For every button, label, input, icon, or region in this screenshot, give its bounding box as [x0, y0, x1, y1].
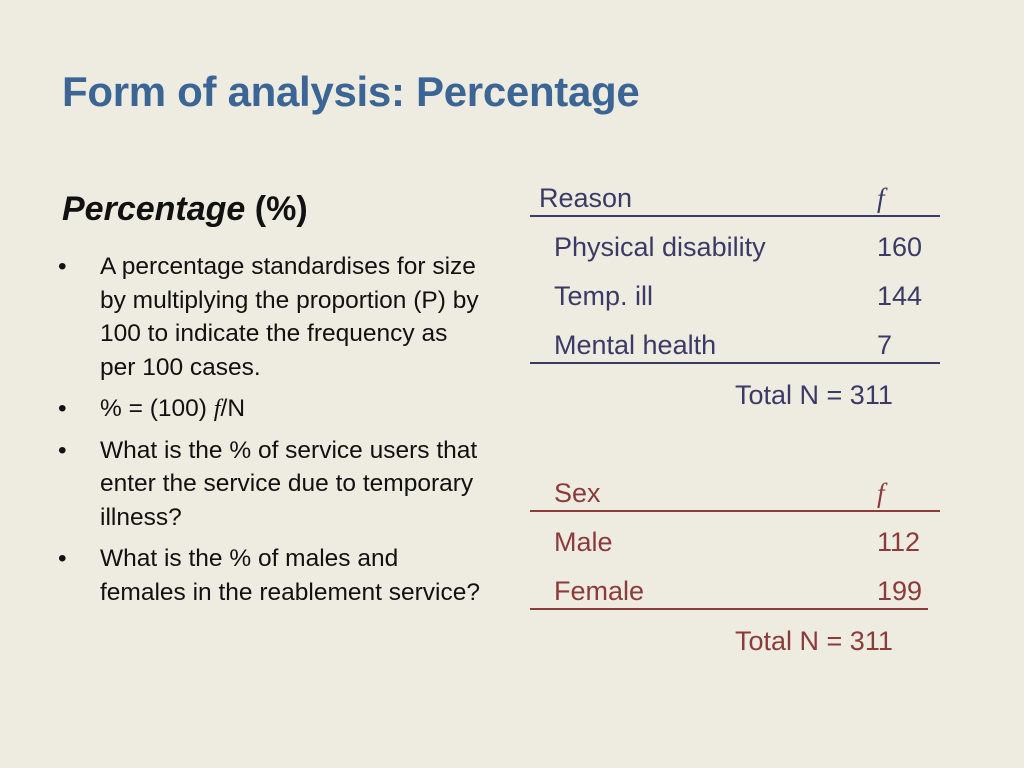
header-label: Sex [554, 478, 601, 508]
row-value: 144 [877, 281, 923, 311]
bullet-icon: • [58, 395, 67, 422]
row-value: 160 [877, 232, 923, 262]
bullet-item: • What is the % of service users that en… [58, 434, 488, 535]
slide-title: Form of analysis: Percentage [62, 68, 640, 115]
bullet-text: A percentage standardises for size by mu… [100, 253, 479, 381]
bullet-icon: • [58, 436, 67, 464]
table-row: Temp. ill 144 [530, 281, 940, 330]
header-divider [530, 215, 940, 217]
row-label: Male [554, 527, 613, 557]
row-value: 7 [877, 330, 893, 360]
table-row: Physical disability 160 [530, 232, 940, 281]
bullet-list: • A percentage standardises for size by … [58, 250, 488, 617]
header-frequency: f [877, 183, 885, 213]
section-heading: Percentage (%) [62, 190, 308, 229]
footer-divider [530, 608, 928, 610]
table-header-row: Reason f [530, 183, 940, 232]
row-value: 112 [877, 527, 921, 557]
section-heading-term: Percentage [62, 190, 246, 228]
formula-prefix: % = (100) [100, 395, 214, 422]
formula: % = (100) f/N [100, 395, 245, 422]
header-frequency: f [877, 478, 885, 508]
bullet-item: • A percentage standardises for size by … [58, 250, 488, 384]
footer-divider [530, 362, 940, 364]
table-row: Female 199 [530, 576, 940, 625]
bullet-text: What is the % of service users that ente… [100, 436, 478, 531]
header-divider [530, 510, 940, 512]
section-heading-symbol: (%) [254, 190, 308, 228]
total-n: Total N = 311 [735, 626, 893, 656]
bullet-icon: • [58, 545, 67, 572]
sex-frequency-table: Sex f Male 112 Female 199 Total N = 311 [530, 478, 940, 656]
bullet-text: What is the % of males and females in th… [100, 545, 480, 606]
header-label: Reason [539, 183, 633, 213]
table-row: Mental health 7 [530, 330, 940, 379]
row-label: Female [554, 576, 645, 606]
reason-frequency-table: Reason f Physical disability 160 Temp. i… [530, 183, 940, 410]
formula-variable: f [213, 395, 221, 422]
row-label: Temp. ill [554, 281, 654, 311]
row-value: 199 [877, 576, 923, 606]
row-label: Physical disability [554, 232, 766, 262]
bullet-item: • % = (100) f/N [58, 392, 488, 426]
bullet-icon: • [58, 253, 67, 280]
row-label: Mental health [554, 330, 717, 360]
table-header-row: Sex f [530, 478, 940, 527]
formula-suffix: /N [220, 395, 246, 422]
total-n: Total N = 311 [735, 380, 893, 410]
table-row: Male 112 [530, 527, 940, 576]
bullet-item: • What is the % of males and females in … [58, 542, 488, 609]
